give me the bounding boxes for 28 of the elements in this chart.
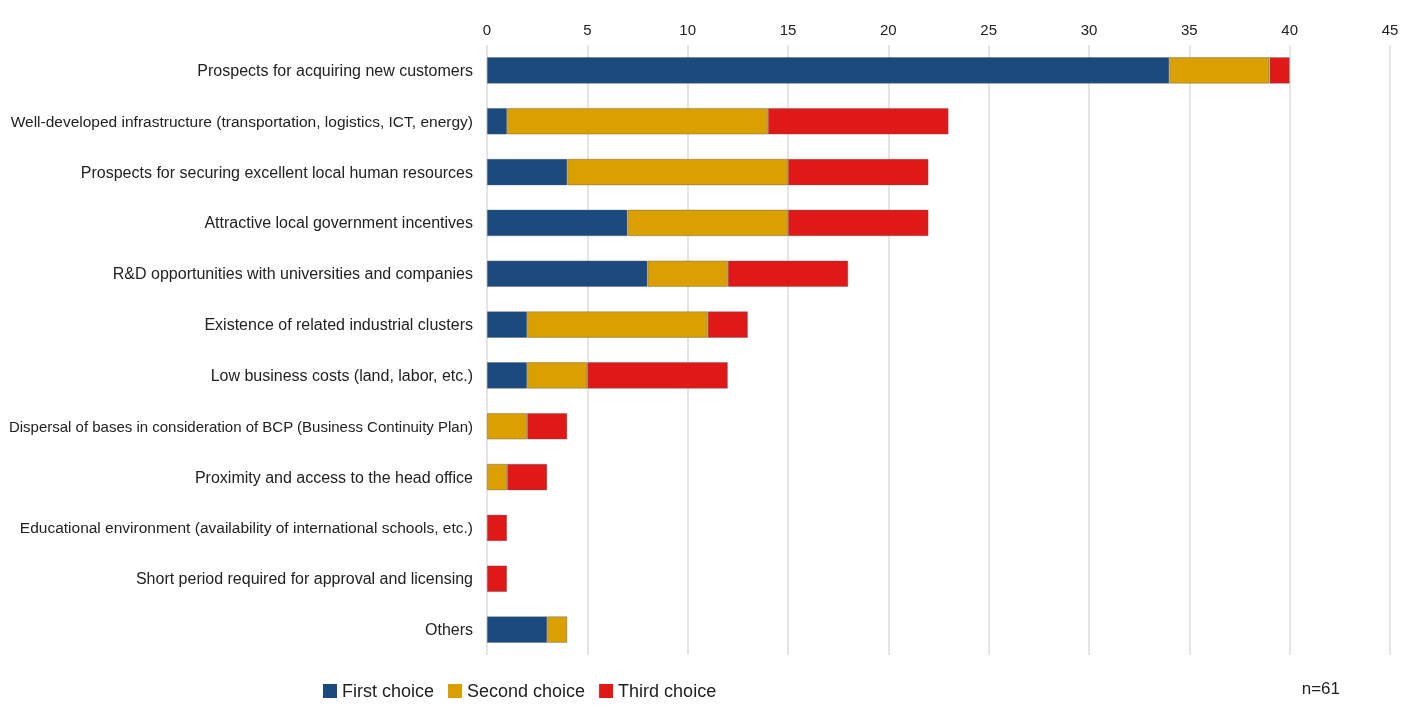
legend-label: Third choice xyxy=(618,681,717,701)
y-tick-label: Attractive local government incentives xyxy=(204,214,473,232)
x-tick-label: 15 xyxy=(779,21,797,38)
y-tick-label: Short period required for approval and licensing xyxy=(135,570,473,588)
bar xyxy=(487,565,508,592)
x-tick-label: 40 xyxy=(1281,21,1299,38)
x-tick-label: 5 xyxy=(583,21,592,38)
x-tick-label: 20 xyxy=(879,21,897,38)
y-tick-label: R&D opportunities with universities and companies xyxy=(112,265,473,283)
y-tick-label: Educational environment (availability of international schools, etc.) xyxy=(19,519,473,537)
y-tick-label: Dispersal of bases in consideration of BCP (Business Continuity Plan) xyxy=(8,417,473,435)
y-tick-label: Low business costs (land, labor, etc.) xyxy=(210,366,473,384)
text: n=61 xyxy=(1301,679,1341,698)
y-tick-label: Prospects for securing excellent local human resources xyxy=(80,163,473,181)
x-tick-label: 25 xyxy=(980,21,998,38)
bar xyxy=(487,514,508,542)
x-tick-label: 0 xyxy=(482,21,492,38)
legend-label: First choice xyxy=(342,681,435,701)
y-tick-label: Well-developed infrastructure (transportation, logistics, ICT, energy) xyxy=(10,112,473,130)
x-tick-label: 10 xyxy=(679,21,697,38)
legend-label: Second choice xyxy=(467,681,586,701)
x-tick-label: 45 xyxy=(1381,21,1399,38)
x-tick-label: 35 xyxy=(1180,21,1198,38)
x-tick-label: 30 xyxy=(1080,21,1098,38)
y-tick-label: Prospects for acquiring new customers xyxy=(197,61,473,79)
y-tick-label: Existence of related industrial clusters xyxy=(204,316,473,334)
y-tick-label: Others xyxy=(424,621,473,639)
y-tick-label: Proximity and access to the head office xyxy=(194,468,474,486)
